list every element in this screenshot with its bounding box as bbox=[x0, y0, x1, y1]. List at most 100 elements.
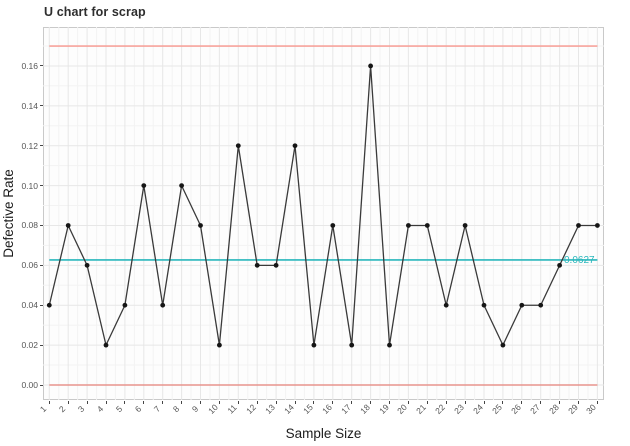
data-point bbox=[387, 342, 392, 348]
x-tick-mark bbox=[200, 400, 201, 404]
x-tick-label: 28 bbox=[546, 402, 561, 416]
x-tick-label: 24 bbox=[471, 402, 485, 416]
data-point bbox=[595, 223, 600, 228]
y-tick-mark bbox=[39, 264, 43, 266]
x-tick-label: 23 bbox=[452, 402, 466, 416]
x-tick-label: 8 bbox=[170, 403, 181, 415]
x-tick-mark bbox=[426, 400, 428, 404]
x-tick-mark bbox=[162, 400, 164, 404]
data-point bbox=[519, 302, 525, 308]
x-tick-mark bbox=[143, 400, 145, 404]
x-tick-mark bbox=[445, 400, 447, 404]
x-tick-mark bbox=[105, 400, 107, 404]
plot-panel: 0.0627 bbox=[43, 27, 604, 400]
x-tick-label: 25 bbox=[490, 402, 504, 416]
data-point bbox=[538, 302, 544, 308]
y-tick-mark bbox=[39, 224, 43, 226]
x-tick-mark bbox=[67, 400, 69, 404]
x-tick-mark bbox=[332, 400, 334, 404]
y-tick-label: 0.10 bbox=[21, 180, 38, 191]
data-point bbox=[84, 262, 90, 268]
x-tick-label: 7 bbox=[151, 403, 162, 415]
x-tick-label: 29 bbox=[565, 402, 580, 416]
data-point bbox=[141, 183, 147, 189]
x-tick-mark bbox=[407, 400, 409, 404]
data-point bbox=[557, 262, 562, 268]
x-tick-label: 18 bbox=[357, 402, 372, 416]
y-tick-label: 0.06 bbox=[21, 260, 38, 271]
x-tick-label: 4 bbox=[94, 403, 106, 415]
y-tick-mark bbox=[39, 304, 43, 306]
data-point bbox=[462, 223, 468, 228]
plot-canvas bbox=[43, 27, 604, 400]
data-point bbox=[160, 302, 166, 308]
x-tick-label: 9 bbox=[189, 403, 200, 415]
x-tick-label: 10 bbox=[206, 402, 221, 416]
data-point bbox=[273, 262, 279, 268]
x-tick-label: 21 bbox=[414, 402, 429, 416]
x-tick-label: 19 bbox=[376, 402, 391, 416]
x-tick-mark bbox=[313, 400, 315, 404]
data-point bbox=[443, 302, 449, 308]
y-tick-mark bbox=[39, 105, 43, 107]
x-tick-label: 2 bbox=[56, 403, 68, 415]
data-point bbox=[349, 342, 355, 348]
data-point bbox=[254, 262, 260, 268]
data-point bbox=[424, 223, 430, 228]
data-point bbox=[330, 223, 336, 228]
y-tick-mark bbox=[39, 145, 43, 147]
chart-title: U chart for scrap bbox=[44, 5, 146, 19]
x-tick-label: 15 bbox=[301, 402, 315, 416]
x-tick-mark bbox=[578, 400, 579, 404]
data-point bbox=[179, 183, 185, 189]
data-point bbox=[198, 223, 203, 228]
x-tick-label: 16 bbox=[319, 402, 334, 416]
x-tick-label: 30 bbox=[584, 402, 599, 416]
y-tick-label: 0.04 bbox=[21, 300, 38, 311]
y-tick-mark bbox=[39, 65, 43, 67]
x-tick-mark bbox=[521, 400, 523, 404]
x-tick-mark bbox=[181, 400, 183, 404]
x-tick-label: 11 bbox=[225, 402, 239, 416]
x-tick-mark bbox=[48, 400, 50, 404]
x-tick-mark bbox=[483, 400, 485, 404]
data-point bbox=[292, 143, 298, 149]
y-tick-label: 0.12 bbox=[21, 140, 38, 151]
x-tick-mark bbox=[464, 400, 466, 404]
data-point bbox=[235, 143, 241, 149]
x-tick-mark bbox=[370, 400, 372, 404]
y-tick-mark bbox=[39, 185, 43, 187]
data-point bbox=[576, 223, 581, 228]
x-tick-label: 6 bbox=[132, 403, 144, 415]
x-tick-mark bbox=[237, 400, 239, 404]
x-tick-mark bbox=[389, 400, 390, 404]
data-point bbox=[311, 342, 317, 348]
y-axis-title: Defective Rate bbox=[1, 169, 16, 258]
data-point bbox=[217, 342, 222, 348]
y-tick-label: 0.02 bbox=[21, 340, 38, 351]
x-tick-label: 1 bbox=[38, 403, 49, 415]
x-tick-label: 13 bbox=[263, 402, 277, 416]
x-tick-mark bbox=[559, 400, 561, 404]
x-tick-label: 5 bbox=[113, 403, 125, 415]
x-tick-mark bbox=[351, 400, 353, 404]
y-tick-mark bbox=[39, 384, 43, 386]
x-tick-label: 22 bbox=[433, 402, 448, 416]
x-tick-mark bbox=[256, 400, 258, 404]
series-line bbox=[48, 65, 598, 346]
x-tick-label: 3 bbox=[75, 403, 87, 415]
x-tick-label: 14 bbox=[282, 402, 296, 416]
y-tick-mark bbox=[39, 344, 43, 346]
x-tick-mark bbox=[275, 400, 277, 404]
data-point bbox=[481, 302, 487, 308]
data-point bbox=[368, 63, 373, 69]
y-tick-label: 0.00 bbox=[21, 380, 38, 390]
data-point bbox=[65, 223, 71, 228]
data-point bbox=[122, 302, 128, 308]
x-tick-mark bbox=[540, 400, 542, 404]
x-tick-label: 20 bbox=[395, 402, 410, 416]
x-tick-label: 12 bbox=[244, 402, 259, 416]
center-line-value-label: 0.0627 bbox=[564, 255, 595, 266]
x-tick-mark bbox=[502, 400, 504, 404]
